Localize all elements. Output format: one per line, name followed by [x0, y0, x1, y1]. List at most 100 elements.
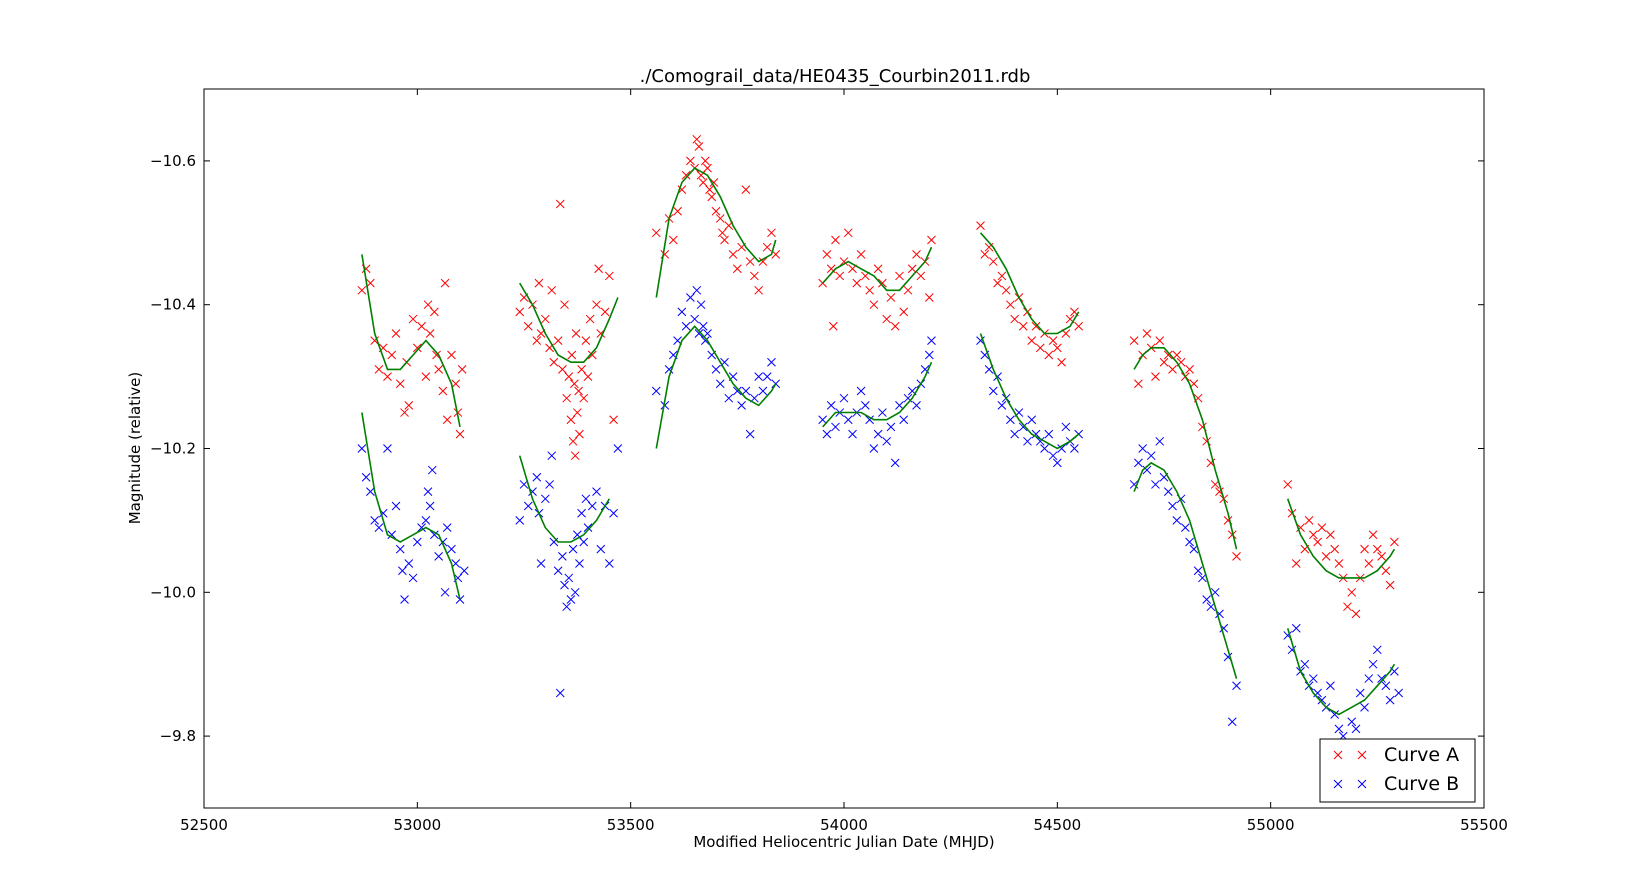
data-point-curve-b: [878, 408, 887, 417]
data-point-curve-a: [899, 307, 909, 317]
data-point-curve-b: [1070, 444, 1079, 453]
data-point-curve-a: [703, 163, 712, 173]
data-point-curve-a: [572, 408, 582, 417]
data-point-curve-a: [890, 321, 900, 331]
data-point-curve-a: [865, 285, 874, 295]
data-point-curve-a: [754, 285, 764, 295]
data-point-curve-a: [569, 379, 579, 389]
fit-curve: [822, 361, 933, 428]
data-point-curve-a: [878, 278, 887, 288]
data-point-curve-b: [771, 379, 781, 389]
data-point-curve-b: [1035, 436, 1045, 446]
data-point-curve-a: [532, 336, 542, 346]
legend-markers: [1333, 750, 1367, 789]
data-point-curve-b: [366, 487, 375, 496]
data-point-curve-a: [705, 185, 714, 195]
data-point-curve-a: [1351, 609, 1361, 619]
data-point-curve-a: [408, 314, 418, 324]
data-point-curve-a: [694, 142, 704, 151]
data-point-curve-b: [767, 357, 776, 367]
data-point-curve-a: [686, 156, 695, 166]
y-axis-label: Magnitude (relative): [126, 372, 144, 525]
data-point-curve-a: [549, 357, 559, 367]
data-point-curve-b: [660, 401, 670, 410]
data-point-curve-b: [1138, 444, 1148, 453]
data-point-curve-a: [434, 365, 444, 374]
data-point-curve-b: [430, 530, 439, 540]
data-point-curve-b: [545, 480, 554, 489]
data-point-curve-b: [374, 523, 384, 532]
data-point-curve-a: [567, 350, 577, 360]
data-point-curve-a: [912, 250, 921, 259]
data-point-curve-a: [907, 264, 917, 274]
data-point-curve-a: [568, 436, 578, 446]
data-point-curve-a: [1364, 559, 1374, 568]
legend-marker-curve-b: [1333, 779, 1343, 789]
data-point-curve-a: [404, 401, 414, 410]
data-point-curve-b: [690, 314, 700, 324]
data-point-curve-a: [980, 250, 990, 259]
data-point-curve-a: [1296, 523, 1305, 532]
data-point-curve-b: [555, 688, 565, 698]
data-point-curve-b: [873, 429, 883, 439]
data-point-curve-a: [1151, 372, 1160, 381]
data-point-curve-b: [927, 336, 936, 346]
data-point-curve-b: [540, 494, 550, 504]
data-point-curve-b: [391, 501, 401, 511]
data-point-curve-a: [886, 293, 896, 302]
data-point-curve-b: [434, 551, 444, 561]
data-point-curve-b: [839, 393, 849, 403]
data-point-curve-b: [1061, 422, 1071, 432]
data-point-curve-a: [585, 314, 595, 324]
data-point-curve-a: [570, 451, 580, 461]
data-point-curve-a: [852, 278, 862, 288]
fit-curve: [1133, 461, 1238, 679]
data-point-curve-a: [1010, 314, 1020, 324]
data-point-curve-b: [698, 321, 708, 331]
data-point-curve-b: [1355, 688, 1365, 698]
data-point-curve-a: [523, 321, 533, 331]
data-point-curve-b: [886, 422, 896, 432]
data-point-curve-a: [383, 372, 392, 381]
data-point-curve-a: [993, 278, 1002, 288]
data-point-curve-a: [758, 257, 768, 266]
data-point-curve-b: [568, 544, 578, 554]
fit-curve: [822, 246, 933, 292]
data-point-curve-b: [1142, 465, 1152, 475]
data-point-curve-a: [745, 257, 755, 266]
data-point-curve-a: [581, 336, 591, 346]
data-point-curve-b: [681, 321, 691, 331]
data-point-curve-a: [1172, 350, 1182, 360]
data-point-curve-a: [558, 365, 567, 374]
data-point-curve-a: [592, 300, 601, 310]
data-point-curve-a: [1390, 537, 1399, 547]
x-tick-label: 54000: [820, 816, 868, 834]
data-point-curve-a: [1057, 357, 1066, 367]
data-point-curve-b: [865, 415, 874, 425]
data-point-curve-b: [754, 372, 764, 381]
data-point-curve-a: [1334, 559, 1344, 568]
data-point-curve-b: [562, 602, 572, 612]
data-point-curve-b: [1048, 451, 1058, 461]
data-point-curve-a: [1308, 530, 1318, 540]
data-point-curve-b: [860, 401, 870, 410]
data-point-curve-b: [1193, 566, 1203, 576]
data-point-curve-b: [1151, 480, 1160, 489]
data-point-curve-a: [1001, 285, 1011, 295]
data-point-curve-a: [700, 156, 710, 166]
legend-marker-curve-b: [1357, 779, 1367, 789]
data-point-curve-b: [988, 386, 998, 396]
data-point-curve-b: [400, 595, 409, 604]
fit-curve: [655, 325, 777, 449]
data-point-curve-a: [1134, 379, 1143, 389]
data-point-curve-b: [890, 458, 900, 468]
data-point-curve-a: [547, 285, 557, 295]
data-point-curve-a: [564, 372, 574, 381]
data-point-curve-b: [421, 516, 431, 525]
data-point-curve-a: [856, 250, 866, 259]
data-point-curve-a: [562, 393, 572, 403]
data-point-curve-b: [1347, 717, 1357, 727]
data-point-curve-b: [1044, 429, 1054, 439]
data-point-curve-a: [869, 300, 879, 310]
data-point-curve-b: [425, 501, 435, 511]
